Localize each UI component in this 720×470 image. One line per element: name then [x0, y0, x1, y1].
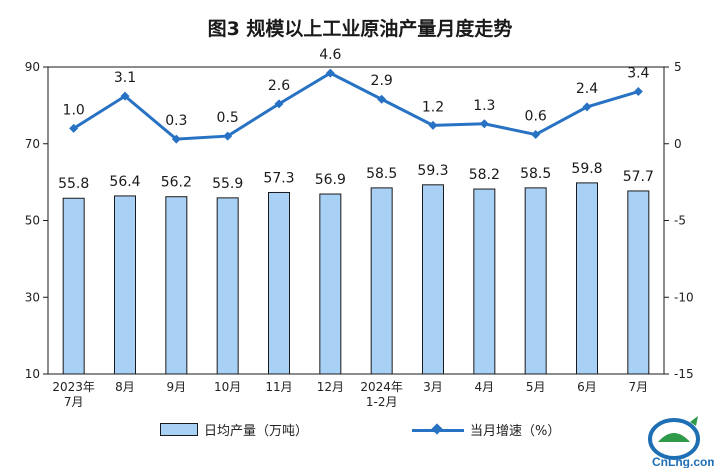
x-tick-label: 4月 — [475, 380, 495, 394]
y-right-tick-label: -5 — [674, 214, 686, 228]
growth-line — [72, 71, 639, 141]
bar — [576, 182, 598, 375]
bar-value-label: 56.2 — [161, 175, 192, 191]
line-point — [633, 87, 643, 97]
bar-value-label: 55.9 — [212, 176, 243, 192]
bar — [165, 196, 188, 375]
line-value-label: 1.3 — [473, 98, 495, 114]
bar — [216, 197, 239, 375]
line-value-label: 2.6 — [268, 78, 290, 94]
y-right-tick-label: -15 — [674, 367, 694, 381]
y-left-tick-label: 90 — [25, 60, 40, 74]
x-tick-label: 6月 — [577, 380, 597, 394]
line-value-label: 0.6 — [525, 109, 547, 125]
y-left-tick-label: 10 — [25, 367, 40, 381]
x-tick-label: 1-2月 — [366, 395, 398, 409]
bar-value-label: 59.3 — [417, 163, 448, 179]
bar — [473, 188, 496, 375]
bar — [319, 193, 342, 375]
line-point — [274, 99, 284, 109]
y-right-tick-label: 0 — [674, 137, 682, 151]
y-left-tick-label: 50 — [25, 214, 40, 228]
plot-frame — [47, 66, 665, 375]
legend-line-label: 当月增速（%） — [470, 424, 561, 439]
x-tick-label: 10月 — [214, 380, 241, 394]
bar-value-label: 56.4 — [109, 174, 140, 190]
bar — [268, 191, 290, 375]
bar-value-label: 57.3 — [263, 170, 294, 186]
x-tick-label: 7月 — [629, 380, 649, 394]
y-left-tick-label: 70 — [25, 137, 40, 151]
x-tick-label: 2024年 — [360, 380, 403, 394]
line-point — [325, 68, 335, 78]
line-point — [223, 131, 233, 141]
line-point — [479, 119, 489, 129]
bar — [627, 190, 650, 375]
bar-value-label: 58.5 — [520, 166, 551, 182]
line-value-label: 3.1 — [114, 70, 136, 86]
x-tick-label: 5月 — [526, 380, 546, 394]
line-point — [582, 102, 592, 112]
line-value-label: 0.3 — [165, 113, 187, 129]
x-tick-label: 2023年 — [52, 380, 95, 394]
legend-item-line: 当月增速（%） — [412, 420, 560, 439]
bar-value-label: 57.7 — [623, 169, 654, 185]
line-point — [428, 120, 438, 130]
bar-value-label: 55.8 — [58, 176, 89, 192]
line-point — [377, 94, 387, 104]
x-tick-label: 8月 — [115, 380, 135, 394]
line-value-label: 2.9 — [371, 73, 393, 89]
line-value-label: 3.4 — [627, 66, 649, 82]
legend-bar-label: 日均产量（万吨） — [204, 424, 309, 439]
y-right-tick-label: 5 — [674, 60, 682, 74]
line-value-label: 0.5 — [217, 110, 239, 126]
bar-value-label: 58.2 — [469, 167, 500, 183]
bar — [62, 197, 85, 375]
bar — [370, 187, 393, 375]
bar — [114, 195, 136, 375]
y-right-tick-label: -10 — [674, 290, 694, 304]
cnlng-logo: CnLng.com — [648, 416, 714, 468]
x-tick-label: 12月 — [317, 380, 344, 394]
y-left-tick-label: 30 — [25, 290, 40, 304]
line-point — [69, 123, 79, 133]
line-point — [531, 130, 541, 140]
bar-value-label: 59.8 — [571, 161, 602, 177]
line-value-label: 2.4 — [576, 81, 598, 97]
line-point — [120, 91, 130, 101]
bar — [422, 184, 444, 375]
line-value-label: 4.6 — [319, 47, 341, 63]
chart-title: 图3 规模以上工业原油产量月度走势 — [207, 18, 513, 40]
x-tick-label: 11月 — [265, 380, 292, 394]
legend-line-swatch — [412, 423, 464, 437]
line-point — [171, 134, 181, 144]
bar-value-label: 58.5 — [366, 166, 397, 182]
x-tick-label: 7月 — [64, 395, 84, 409]
logo-text: CnLng.com — [652, 455, 714, 468]
bar-value-label: 56.9 — [315, 172, 346, 188]
legend-bar-swatch — [160, 423, 198, 436]
x-tick-label: 3月 — [423, 380, 443, 394]
line-value-label: 1.2 — [422, 99, 444, 115]
legend-item-bar: 日均产量（万吨） — [160, 420, 308, 439]
bar — [524, 187, 547, 375]
line-value-label: 1.0 — [63, 102, 85, 118]
x-tick-label: 9月 — [167, 380, 187, 394]
